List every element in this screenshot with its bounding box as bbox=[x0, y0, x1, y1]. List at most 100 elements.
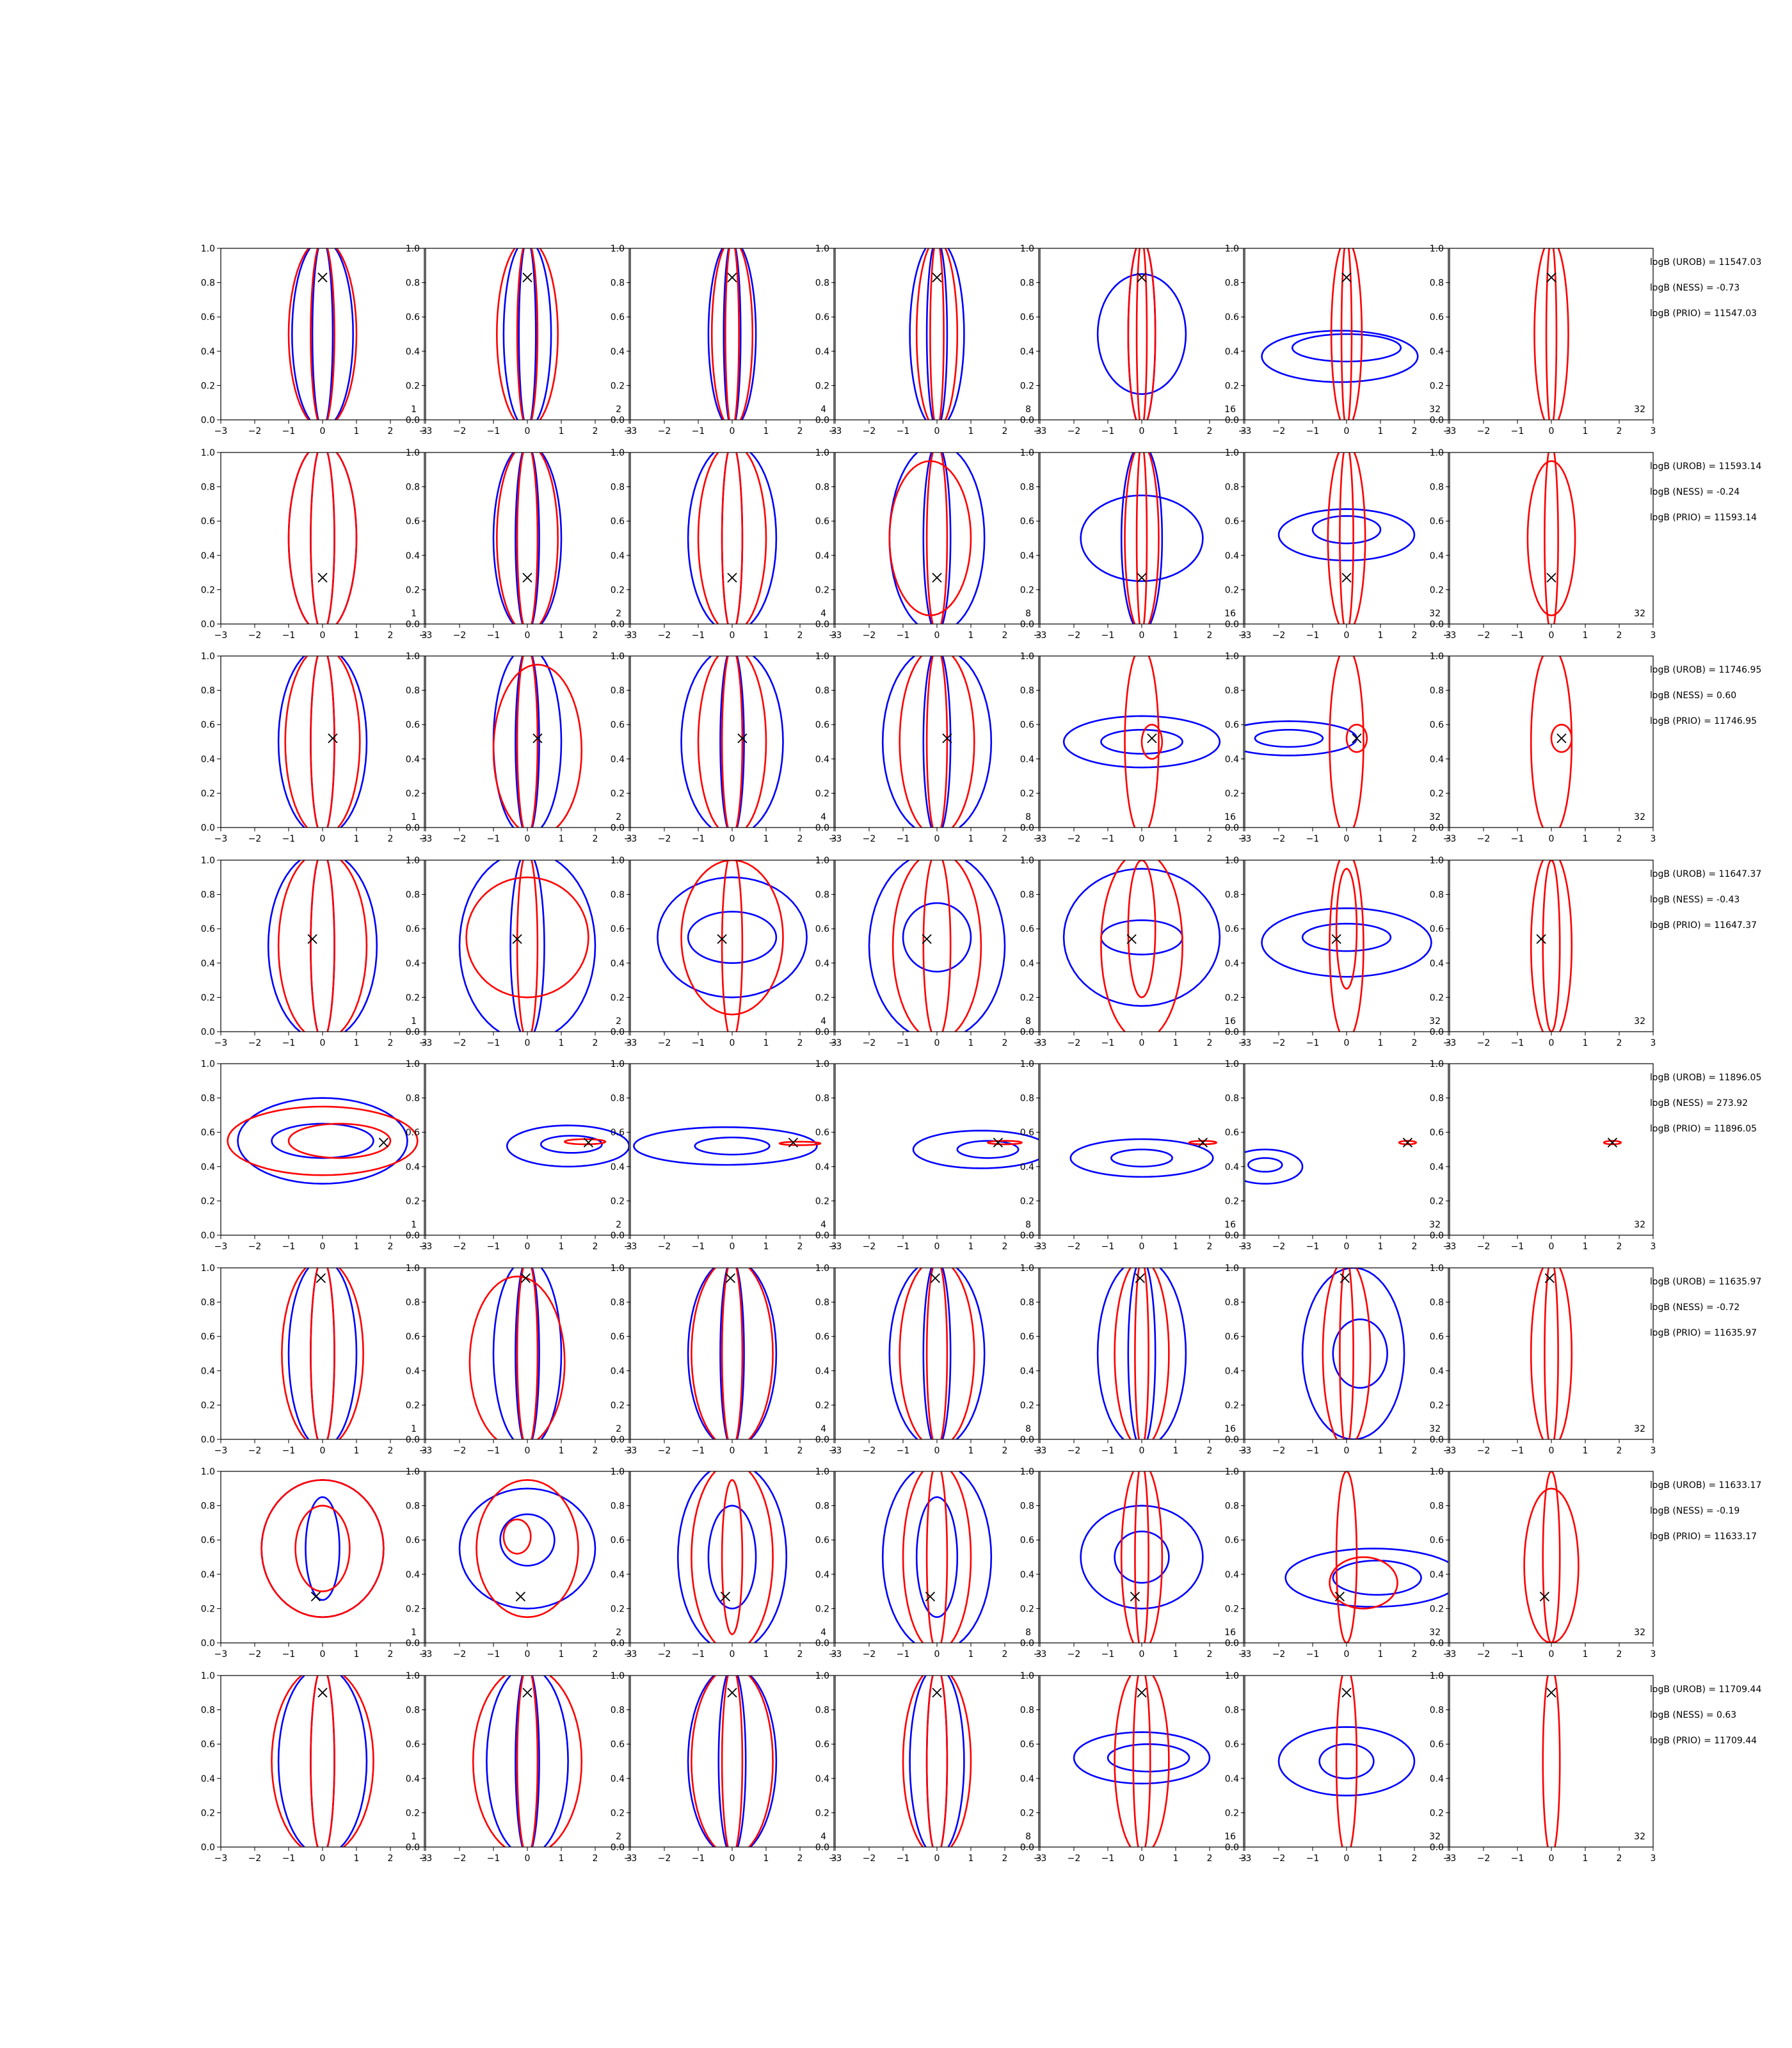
red-contour-1 bbox=[1329, 1556, 1398, 1610]
x-tick-label: −1 bbox=[897, 1649, 910, 1660]
x-tick-label: 0 bbox=[730, 426, 735, 436]
plot-area bbox=[1245, 1140, 1417, 1185]
panel-frame bbox=[1449, 248, 1654, 420]
panel-r3-c4: −3 −2 −1 0 1 2 30.00.20.40.60.81.08 bbox=[815, 652, 1042, 844]
x-tick-label: −1 bbox=[1511, 1649, 1524, 1660]
x-tick-label: −2 bbox=[248, 426, 262, 436]
y-tick-label: 0.8 bbox=[815, 1298, 829, 1308]
y-tick-label: 1.0 bbox=[611, 1671, 625, 1681]
x-tick-label: −1 bbox=[1306, 426, 1320, 436]
panel-r3-c2: −3 −2 −1 0 1 2 30.00.20.40.60.81.02 bbox=[406, 652, 632, 844]
red-contour-1 bbox=[778, 1140, 822, 1146]
y-tick-label: 1.0 bbox=[815, 652, 829, 662]
panel-frame bbox=[1449, 1063, 1654, 1236]
plot-area bbox=[1603, 1140, 1622, 1146]
x-tick-label: −1 bbox=[487, 1446, 500, 1456]
y-tick-label: 0.6 bbox=[1020, 312, 1034, 323]
y-tick-label: 1.0 bbox=[201, 1059, 215, 1069]
x-tick-label: −1 bbox=[1101, 1853, 1115, 1864]
x-tick-label: −1 bbox=[897, 1038, 910, 1048]
panel-frame bbox=[425, 452, 630, 625]
panel-label: 32 bbox=[1429, 404, 1441, 415]
panel-frame bbox=[630, 1063, 835, 1236]
row-note-2: logB (NESS) = 0.63 bbox=[1650, 1710, 1736, 1720]
panel-label: 16 bbox=[1224, 812, 1236, 822]
x-tick-label: −1 bbox=[692, 1853, 705, 1864]
y-tick-label: 0.8 bbox=[201, 1094, 215, 1104]
y-tick-label: 1.0 bbox=[815, 1467, 829, 1477]
red-contour-2 bbox=[922, 860, 952, 1032]
truth-marker-stroke-b bbox=[720, 1592, 731, 1602]
x-tick-label: 2 bbox=[797, 1038, 803, 1048]
x-tick-label: 0 bbox=[1549, 426, 1555, 436]
y-tick-label: 0.2 bbox=[406, 1808, 420, 1818]
x-tick-label: −3 bbox=[829, 834, 842, 844]
panel-label: 1 bbox=[411, 1628, 417, 1638]
y-tick-label: 0.2 bbox=[1430, 1604, 1444, 1614]
x-tick-label: −2 bbox=[658, 630, 671, 641]
y-tick-label: 0.6 bbox=[1020, 924, 1034, 934]
truth-marker bbox=[1556, 733, 1567, 744]
x-tick-label: 2 bbox=[1617, 1446, 1622, 1456]
truth-marker bbox=[942, 733, 952, 744]
y-tick-label: 0.2 bbox=[201, 1196, 215, 1206]
y-tick-label: 0.6 bbox=[1020, 1535, 1034, 1546]
x-tick-label: 1 bbox=[559, 1446, 564, 1456]
truth-marker-stroke-b bbox=[1546, 272, 1556, 283]
y-tick-label: 0.2 bbox=[1225, 1604, 1239, 1614]
truth-marker-stroke-b bbox=[1341, 272, 1352, 283]
panel-label: 4 bbox=[820, 1628, 826, 1638]
panel-r7-c6: −3 −2 −1 0 1 2 30.00.20.40.60.81.032 bbox=[1225, 1467, 1452, 1660]
panel-label: 4 bbox=[820, 1832, 826, 1842]
panel-r6-c4: −3 −2 −1 0 1 2 30.00.20.40.60.81.08 bbox=[815, 1263, 1042, 1456]
plot-area bbox=[1530, 1268, 1573, 1439]
x-tick-label: −2 bbox=[1272, 1446, 1286, 1456]
truth-marker-stroke-b bbox=[727, 272, 737, 283]
panel-label: 16 bbox=[1224, 1628, 1236, 1638]
plot-area bbox=[1069, 1138, 1218, 1178]
plot-area bbox=[1526, 452, 1576, 624]
x-tick-label: 3 bbox=[1446, 1853, 1452, 1864]
y-tick-label: 0.6 bbox=[1225, 312, 1239, 323]
y-tick-label: 0.8 bbox=[1225, 686, 1239, 696]
truth-marker bbox=[1197, 1137, 1208, 1148]
panel-label: 8 bbox=[1025, 812, 1031, 822]
x-tick-label: −3 bbox=[829, 1242, 842, 1252]
panel-frame bbox=[220, 655, 425, 828]
x-tick-label: −2 bbox=[453, 1446, 467, 1456]
y-tick-label: 0.4 bbox=[1430, 551, 1444, 561]
truth-marker-stroke-b bbox=[1137, 573, 1147, 583]
panel-frame bbox=[1244, 1267, 1449, 1440]
y-tick-label: 0.2 bbox=[406, 1400, 420, 1411]
y-tick-label: 0.6 bbox=[1020, 720, 1034, 730]
x-tick-label: −1 bbox=[487, 1853, 500, 1864]
y-tick-label: 0.4 bbox=[1430, 959, 1444, 969]
red-contour-2 bbox=[1335, 868, 1358, 990]
y-tick-label: 0.2 bbox=[1225, 788, 1239, 799]
y-tick-label: 0.4 bbox=[815, 551, 829, 561]
x-tick-label: −1 bbox=[1101, 1242, 1115, 1252]
panel-r1-c5: −3 −2 −1 0 1 2 30.00.20.40.60.81.016 bbox=[1020, 244, 1247, 436]
plot-area bbox=[468, 1268, 566, 1439]
y-tick-label: 0.2 bbox=[611, 1400, 625, 1411]
panel-frame bbox=[630, 655, 835, 828]
panel-label: 16 bbox=[1224, 404, 1236, 415]
panel-r4-c6: −3 −2 −1 0 1 2 30.00.20.40.60.81.032 bbox=[1225, 856, 1452, 1048]
y-tick-label: 0.0 bbox=[1020, 620, 1034, 630]
y-tick-label: 0.2 bbox=[406, 993, 420, 1003]
y-tick-label: 1.0 bbox=[1430, 856, 1444, 866]
y-tick-label: 0.8 bbox=[815, 686, 829, 696]
x-tick-label: 2 bbox=[1617, 1242, 1622, 1252]
y-tick-label: 0.8 bbox=[1020, 890, 1034, 900]
y-tick-label: 0.8 bbox=[1430, 1706, 1444, 1716]
row-note-2: logB (NESS) = -0.43 bbox=[1650, 895, 1740, 905]
y-tick-label: 0.4 bbox=[1020, 1570, 1034, 1580]
x-tick-label: −3 bbox=[829, 1038, 842, 1048]
x-tick-label: 1 bbox=[1378, 834, 1384, 844]
x-tick-label: 0 bbox=[730, 1446, 735, 1456]
red-contour-2 bbox=[1135, 248, 1148, 420]
red-contour-2 bbox=[294, 1505, 351, 1592]
y-tick-label: 0.2 bbox=[611, 993, 625, 1003]
truth-marker bbox=[1340, 1273, 1350, 1283]
panel-label: 32 bbox=[1634, 1424, 1645, 1434]
